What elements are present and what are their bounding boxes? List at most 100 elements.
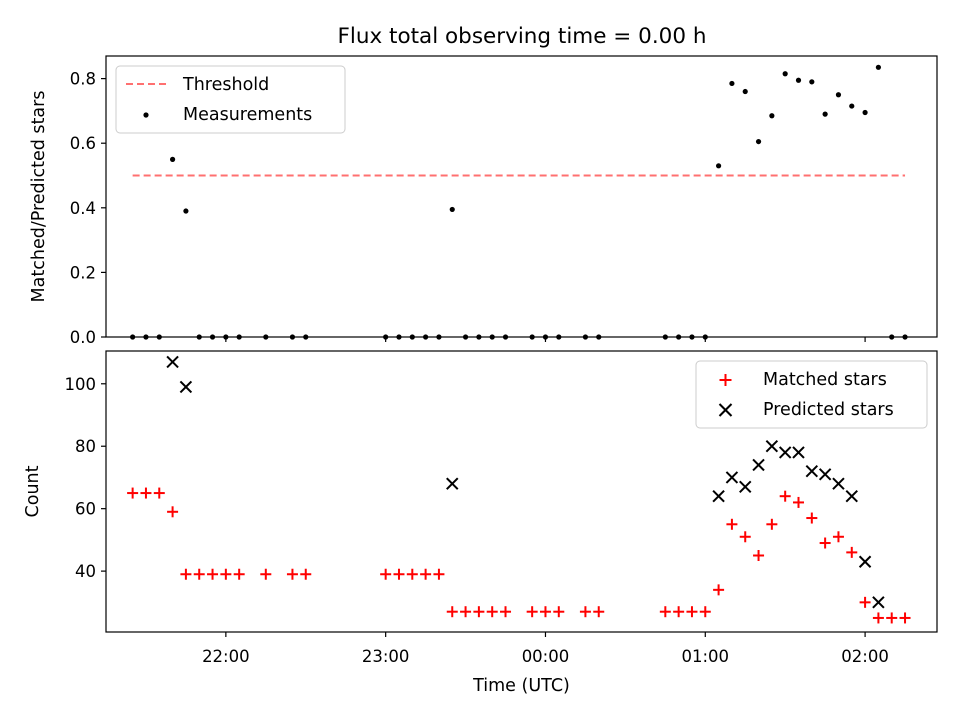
predicted-legend-swatch: [718, 403, 733, 417]
matched-star-marker: [579, 606, 591, 618]
ratio-y-tick-label: 0.6: [70, 134, 96, 153]
predicted-star-marker: [179, 380, 193, 394]
matched-star-marker: [673, 606, 685, 618]
matched-star-marker: [220, 568, 232, 580]
measurement-point: [729, 80, 735, 87]
count-axes-frame: [105, 350, 938, 633]
matched-star-marker: [526, 606, 538, 618]
measurement-point: [169, 156, 176, 162]
matched-star-marker: [872, 612, 884, 624]
x-axis-label: Time (UTC): [472, 676, 570, 696]
predicted-star-marker: [805, 464, 819, 478]
matched-star-marker: [793, 496, 804, 508]
count-y-tick-label: 60: [75, 500, 96, 519]
matched-star-marker: [779, 490, 791, 502]
predicted-star-b: [818, 468, 832, 481]
matched-star-marker: [153, 487, 165, 499]
measurement-point: [715, 163, 722, 169]
predicted-star-marker: [845, 489, 858, 503]
matched-star-marker: [420, 568, 432, 580]
threshold-legend-label: Threshold: [182, 75, 269, 95]
count-y-tick-label: 80: [75, 437, 96, 456]
predicted-star-marker: [832, 477, 845, 490]
predicted-star-b: [446, 477, 459, 490]
count-legend-frame: [695, 360, 928, 429]
predicted-star-b: [739, 480, 752, 494]
matched-legend-swatch: [719, 374, 732, 386]
predicted-star-marker: [765, 440, 779, 453]
ratio-legend-frame: [115, 65, 346, 134]
predicted-star-marker: [166, 355, 179, 369]
predicted-star-marker: [446, 477, 459, 490]
measurement-point: [809, 79, 815, 85]
matched-star-marker: [819, 537, 831, 549]
predicted-star-marker: [818, 468, 832, 481]
predicted-star-b: [166, 355, 179, 369]
predicted-star-marker: [712, 489, 725, 503]
x-tick-label: 02:00: [841, 647, 889, 666]
predicted-star-b: [872, 596, 885, 609]
ratio-y-axis-label: Matched/Predicted stars: [29, 91, 49, 303]
matched-star-marker: [832, 531, 844, 543]
measurement-point: [835, 92, 842, 98]
ratio-legend: Threshold Measurements: [115, 65, 346, 134]
matched-star-marker: [859, 596, 871, 608]
matched-star-marker: [766, 518, 778, 530]
predicted-legend-label: Predicted stars: [763, 400, 894, 420]
predicted-star-marker: [792, 446, 805, 459]
matched-star-marker: [886, 612, 898, 624]
predicted-star-b: [778, 446, 792, 459]
matched-star-marker: [140, 487, 152, 499]
matched-star-marker: [180, 568, 192, 580]
matched-star-marker: [207, 568, 219, 580]
ratio-y-tick-label: 0.0: [70, 328, 96, 347]
predicted-star-b: [765, 440, 779, 453]
matched-star-marker: [846, 546, 858, 558]
matched-star-marker: [300, 568, 312, 580]
x-tick-label: 00:00: [522, 647, 570, 666]
count-y-tick-label: 100: [65, 375, 97, 394]
matched-star-marker: [539, 606, 551, 618]
matched-star-marker: [286, 568, 298, 580]
predicted-star-b: [845, 489, 858, 503]
predicted-star-b: [832, 477, 845, 490]
predicted-star-b: [792, 446, 805, 459]
predicted-star-marker: [725, 471, 739, 484]
ratio-axes-frame: [105, 55, 938, 338]
measurement-point: [769, 113, 775, 119]
matched-star-marker: [753, 550, 765, 562]
matched-star-marker: [593, 606, 605, 618]
x-tick-label: 22:00: [202, 647, 250, 666]
count-legend: Matched stars Predicted stars: [695, 360, 928, 429]
matched-star-marker: [167, 506, 179, 518]
matched-star-marker: [193, 568, 205, 580]
measurement-point: [862, 109, 868, 116]
measurements-legend-swatch: [143, 112, 149, 118]
matched-star-marker: [486, 606, 498, 618]
matched-star-marker: [406, 568, 418, 580]
predicted-star-marker: [872, 596, 885, 609]
predicted-star-b: [752, 458, 765, 472]
matched-star-marker: [713, 584, 725, 596]
measurements-legend-label: Measurements: [183, 105, 312, 125]
x-tick-label: 01:00: [681, 647, 729, 666]
predicted-star-marker: [752, 458, 765, 472]
matched-star-marker: [473, 606, 485, 618]
matched-star-marker: [739, 531, 751, 543]
ratio-y-tick-label: 0.2: [70, 263, 96, 282]
ratio-y-tick-label: 0.8: [70, 70, 96, 89]
measurement-point: [822, 111, 828, 117]
count-y-axis-label: Count: [23, 465, 43, 517]
matched-star-marker: [233, 568, 245, 580]
matched-star-marker: [127, 487, 139, 499]
ratio-y-tick-label: 0.4: [70, 199, 96, 218]
predicted-star-b: [179, 380, 193, 394]
matched-star-marker: [500, 606, 512, 618]
predicted-star-marker: [739, 480, 752, 494]
measurement-point: [755, 138, 762, 145]
predicted-star-b: [805, 464, 819, 478]
measurement-point: [795, 77, 802, 83]
matched-star-marker: [659, 606, 671, 618]
matched-star-marker: [393, 568, 405, 580]
